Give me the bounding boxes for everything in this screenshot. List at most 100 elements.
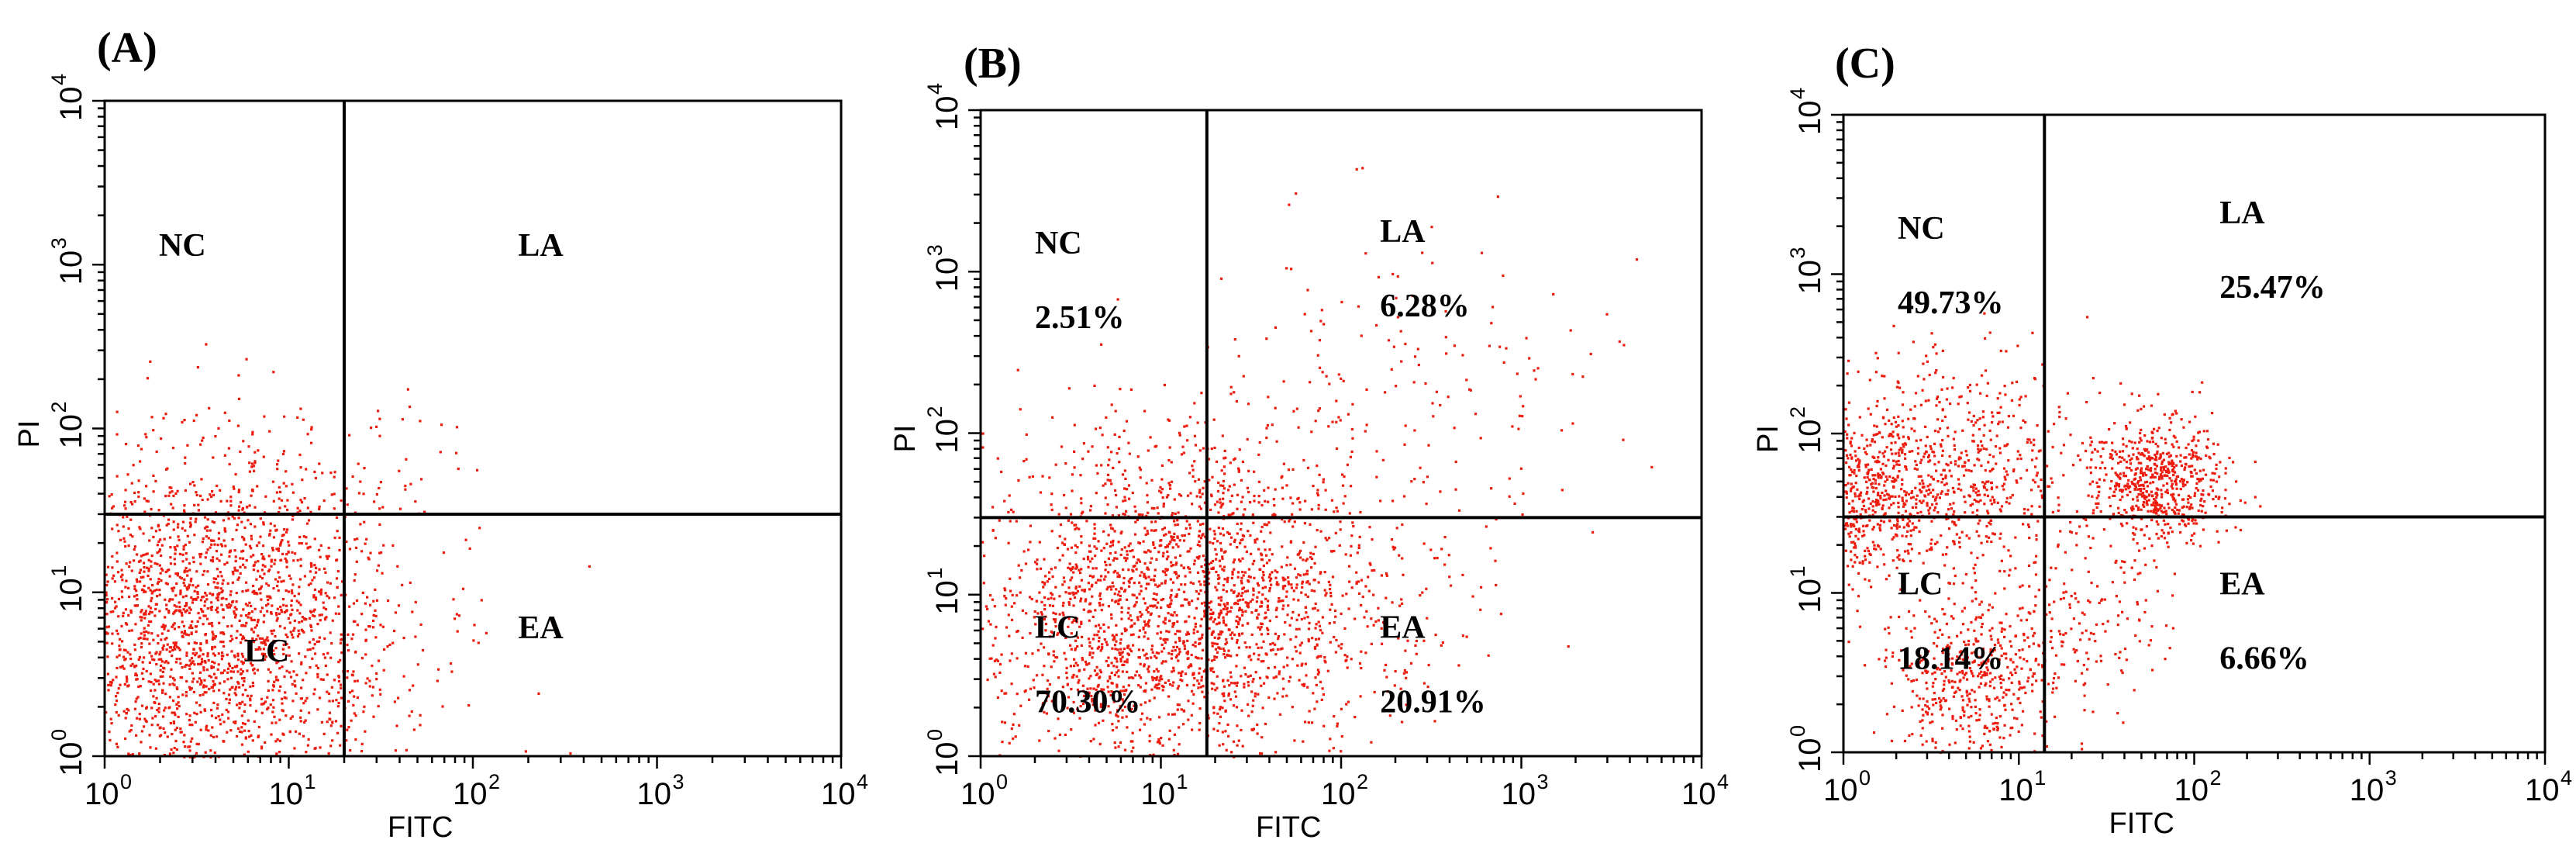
data-point [215, 550, 219, 553]
data-point [1295, 576, 1298, 579]
data-point [205, 685, 208, 688]
data-point [309, 510, 312, 513]
data-point [1355, 571, 1358, 574]
data-point [1361, 167, 1364, 170]
data-point [1120, 548, 1123, 551]
data-point [266, 707, 269, 710]
data-point [136, 594, 139, 597]
data-point [278, 576, 281, 579]
data-point [1140, 676, 1143, 679]
data-point [1027, 548, 1030, 551]
data-point [1405, 676, 1408, 679]
data-point [1163, 571, 1166, 574]
data-point [220, 631, 223, 634]
data-point [248, 601, 251, 604]
data-point [1894, 441, 1897, 444]
data-point [161, 715, 165, 718]
data-point [243, 753, 246, 756]
data-point [1060, 445, 1064, 448]
data-point [1043, 646, 1046, 649]
data-point [267, 707, 270, 710]
data-point [155, 679, 158, 682]
data-point [1127, 441, 1130, 444]
data-point [1302, 541, 1305, 544]
data-point [1067, 617, 1071, 620]
data-point [1316, 669, 1319, 672]
data-point [185, 713, 188, 716]
data-point [324, 571, 327, 574]
data-point [135, 589, 138, 593]
data-point [569, 752, 572, 755]
data-point [1212, 727, 1216, 731]
data-point [346, 728, 349, 731]
data-point [228, 551, 231, 554]
data-point [185, 609, 189, 612]
data-point [1230, 589, 1233, 592]
data-point [1261, 707, 1264, 710]
data-point [1298, 651, 1302, 655]
data-point [227, 693, 231, 696]
data-point [1096, 672, 1099, 676]
data-point [303, 720, 306, 724]
quadrant-la: LA6.28% [1380, 214, 1470, 324]
data-point [1195, 495, 1198, 498]
data-point [247, 445, 250, 448]
data-point [1145, 551, 1148, 554]
data-point [1308, 710, 1311, 713]
data-point [145, 720, 148, 724]
data-point [1154, 683, 1157, 686]
data-point [1229, 513, 1232, 517]
data-point [147, 499, 150, 503]
data-point [1364, 430, 1367, 433]
data-point [233, 566, 236, 569]
data-point [284, 714, 288, 717]
data-point [1287, 604, 1290, 607]
data-point [175, 727, 178, 730]
data-point [1295, 407, 1298, 410]
data-point [155, 662, 158, 666]
data-point [212, 689, 216, 693]
data-point [1413, 355, 1417, 358]
data-point [1256, 596, 1259, 599]
data-point [357, 492, 360, 495]
data-point [251, 681, 254, 685]
data-point [1115, 657, 1118, 660]
data-point [313, 564, 316, 567]
data-point [1350, 534, 1354, 537]
data-point [1865, 438, 1868, 441]
data-point [1346, 463, 1349, 466]
data-point [242, 608, 245, 611]
data-point [191, 481, 195, 484]
data-point [1003, 499, 1006, 503]
data-point [1003, 595, 1006, 598]
data-point [1119, 532, 1122, 535]
data-point [148, 651, 151, 655]
data-point [1100, 549, 1103, 552]
data-point [215, 717, 218, 720]
data-point [178, 658, 181, 661]
data-point [278, 510, 281, 514]
data-point [1109, 677, 1112, 680]
data-point [1191, 582, 1195, 586]
data-point [152, 474, 155, 477]
data-point [278, 624, 281, 628]
data-point [1187, 665, 1190, 669]
data-point [353, 538, 357, 541]
data-point [1249, 600, 1252, 603]
data-point [1863, 476, 1866, 479]
data-point [374, 588, 377, 591]
data-point [1089, 509, 1092, 512]
data-point [1232, 561, 1235, 564]
data-point [1015, 520, 1018, 523]
data-point [1383, 622, 1386, 625]
data-point [257, 725, 260, 729]
data-point [1091, 595, 1094, 598]
data-point [116, 551, 119, 555]
data-point [144, 553, 147, 556]
data-point [153, 589, 156, 593]
data-point [300, 620, 304, 623]
data-point [1237, 467, 1240, 470]
data-point [202, 669, 205, 672]
data-point [1237, 646, 1240, 649]
data-point [1047, 695, 1050, 698]
